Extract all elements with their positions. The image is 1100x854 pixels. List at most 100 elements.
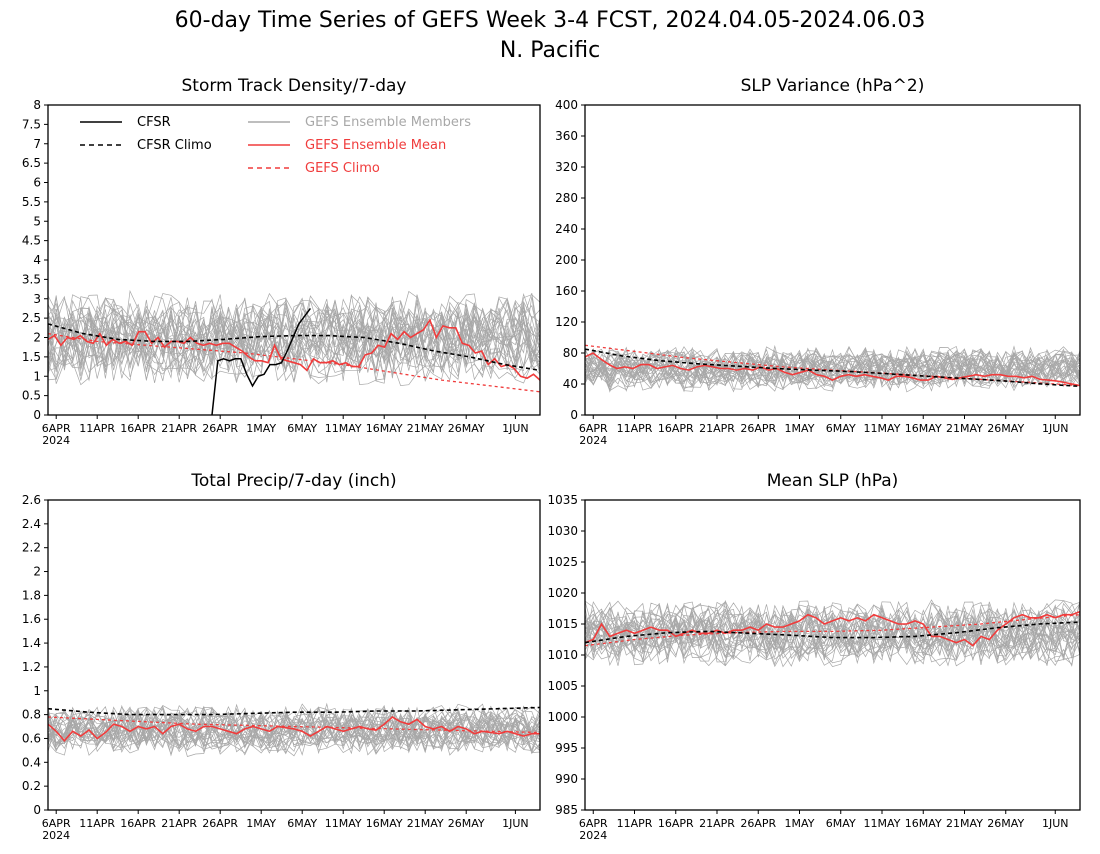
x-tick-label: 16APR [120, 422, 156, 435]
x-tick-label: 21MAY [946, 817, 983, 830]
ensemble-member-line [585, 350, 1080, 386]
y-tick-label: 2.6 [22, 493, 41, 507]
plot-frame [47, 499, 541, 811]
panel-title: Storm Track Density/7-day [182, 76, 407, 96]
x-tick-label: 26MAY [987, 422, 1024, 435]
y-tick-label: 40 [563, 377, 578, 391]
y-tick-label: 1015 [547, 617, 578, 631]
ensemble-member-line [585, 613, 1080, 665]
ensemble-member-line [585, 599, 1080, 651]
chart-panel-3: Total Precip/7-day (inch)00.20.40.60.811… [22, 471, 541, 842]
x-tick-label: 21APR [699, 817, 735, 830]
ensemble-member-line [585, 608, 1080, 656]
legend-label-cfsr-climo: CFSR Climo [137, 138, 212, 153]
legend-label-members: GEFS Ensemble Members [305, 115, 471, 130]
ensemble-member-line [48, 716, 540, 755]
y-tick-label: 990 [555, 772, 578, 786]
x-tick-label: 11APR [79, 817, 115, 830]
x-tick-label: 21APR [161, 817, 197, 830]
ensemble-member-line [585, 599, 1080, 649]
ensemble-member-line [48, 716, 540, 756]
x-tick-label: 26APR [202, 422, 238, 435]
panel-title: SLP Variance (hPa^2) [741, 76, 925, 96]
ensemble-member-line [48, 712, 540, 753]
x-tick-label: 16APR [658, 422, 694, 435]
x-tick-label: 21APR [161, 422, 197, 435]
ensemble-member-line [585, 617, 1080, 668]
x-tick-label: 26MAY [448, 422, 485, 435]
x-tick-label: 11APR [617, 422, 653, 435]
y-tick-label: 1030 [547, 524, 578, 538]
y-tick-label: 200 [555, 253, 578, 267]
chart-panel-2: SLP Variance (hPa^2) 0 40 80 120 160 200 240 280… [555, 76, 1081, 447]
y-tick-label: 1.4 [22, 636, 41, 650]
x-year-label: 2024 [42, 434, 70, 447]
x-tick-label: 1JUN [502, 422, 529, 435]
ensemble-member-line [585, 612, 1080, 662]
y-tick-label: 320 [555, 160, 578, 174]
x-tick-label: 11MAY [325, 422, 362, 435]
ensemble-member-line [585, 601, 1080, 651]
legend-label-mean: GEFS Ensemble Mean [305, 138, 446, 153]
chart-panel-1: Storm Track Density/7-day 0 0.5 1 1.5 2 2.5 3 3.… [22, 76, 541, 447]
y-tick-label: 2.5 [22, 311, 41, 325]
series-cfsr-climo [48, 706, 540, 716]
ensemble-member-line [48, 717, 540, 757]
y-tick-label: 1.2 [22, 660, 41, 674]
x-year-label: 2024 [42, 829, 70, 842]
series-gefs-climo [585, 614, 1080, 647]
x-tick-label: 6APR [579, 422, 608, 435]
y-tick-label: 1.6 [22, 612, 41, 626]
x-tick-label: 26APR [202, 817, 238, 830]
series-gefs-climo [48, 332, 540, 393]
x-tick-label: 21MAY [407, 817, 444, 830]
x-tick-label: 21APR [699, 422, 735, 435]
series-mean [48, 716, 540, 743]
ensemble-member-line [585, 350, 1080, 385]
chart-panel-4: Mean SLP (hPa) 985 990 995 1000 1005 1010 1015 1… [547, 471, 1081, 842]
ensemble-member-line [585, 352, 1080, 386]
y-tick-label: 0.6 [22, 731, 41, 745]
y-tick-label: 0.2 [22, 779, 41, 793]
x-tick-label: 6APR [42, 422, 71, 435]
x-tick-label: 16MAY [905, 817, 942, 830]
ensemble-member-line [48, 713, 540, 754]
x-tick-label: 16APR [658, 817, 694, 830]
x-tick-label: 11APR [617, 817, 653, 830]
y-tick-label: 360 [555, 129, 578, 143]
x-tick-label: 21MAY [946, 422, 983, 435]
y-tick-label: 5 [33, 214, 41, 228]
x-tick-label: 21MAY [407, 422, 444, 435]
x-tick-label: 6APR [579, 817, 608, 830]
ensemble-member-line [48, 297, 540, 369]
x-tick-label: 6MAY [826, 422, 856, 435]
y-tick-label: 280 [555, 191, 578, 205]
ensemble-member-line [48, 717, 540, 756]
y-tick-label: 0 [33, 408, 41, 422]
x-tick-label: 1JUN [1042, 422, 1069, 435]
series-mean [585, 610, 1080, 647]
x-tick-label: 1JUN [1042, 817, 1069, 830]
ensemble-member-line [48, 716, 540, 756]
y-tick-label: 1025 [547, 555, 578, 569]
series-mean [585, 352, 1080, 387]
y-tick-label: 995 [555, 741, 578, 755]
y-tick-label: 0 [33, 803, 41, 817]
ensemble-members [585, 599, 1080, 668]
y-tick-label: 4 [33, 253, 41, 267]
x-year-label: 2024 [579, 829, 607, 842]
y-tick-label: 6.5 [22, 156, 41, 170]
ensemble-member-line [48, 705, 540, 746]
y-tick-label: 985 [555, 803, 578, 817]
x-tick-label: 1MAY [246, 422, 276, 435]
y-tick-label: 7.5 [22, 117, 41, 131]
ensemble-members [48, 702, 540, 757]
series-gefs-climo [48, 716, 540, 734]
series-cfsr-climo [585, 348, 1080, 388]
x-tick-label: 16MAY [366, 422, 403, 435]
x-tick-label: 16MAY [905, 422, 942, 435]
x-tick-label: 1MAY [785, 817, 815, 830]
ensemble-members [585, 344, 1080, 393]
ensemble-member-line [48, 295, 540, 364]
x-tick-label: 26MAY [987, 817, 1024, 830]
